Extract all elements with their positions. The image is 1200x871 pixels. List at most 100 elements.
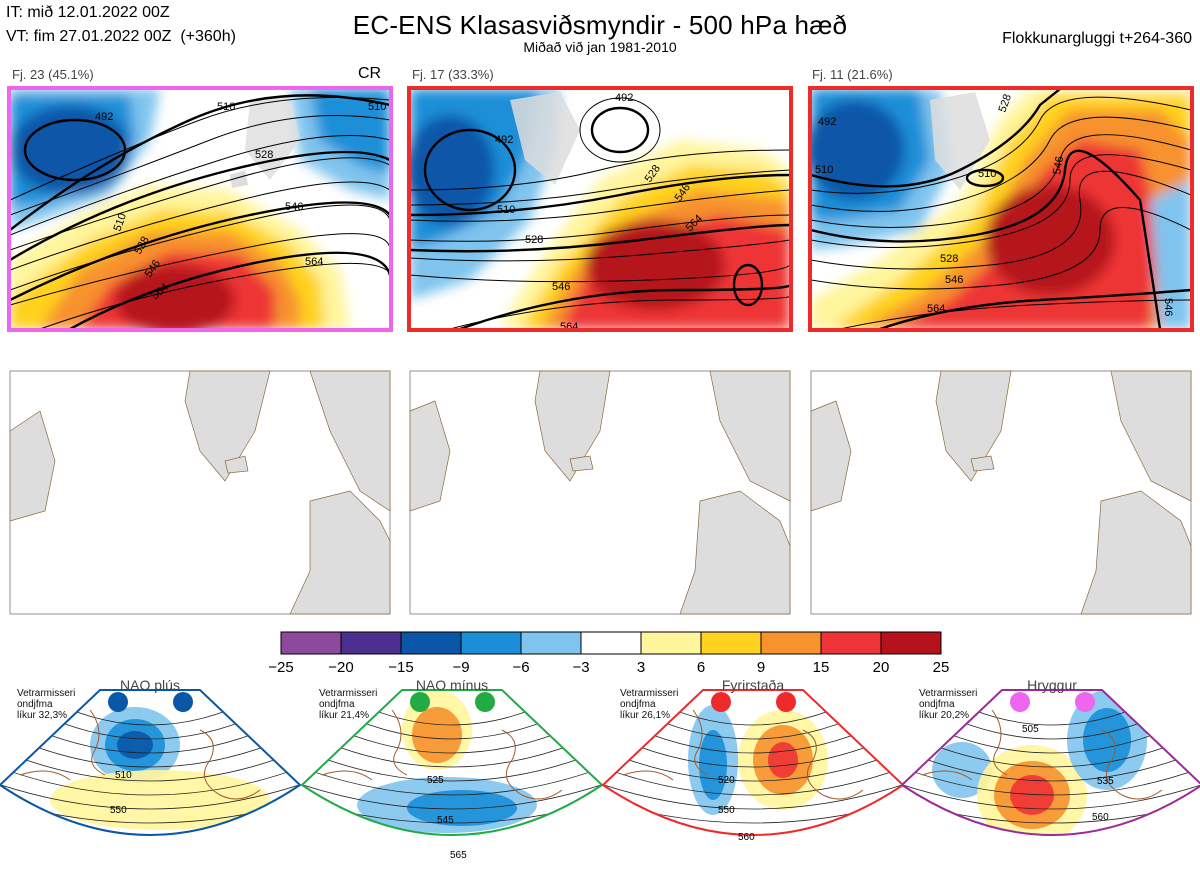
regime-marker [108,692,128,712]
cluster-3-border [808,86,1194,332]
regime-title: Hryggur [1027,677,1077,693]
regime-sector-2: 525 545 565 [300,689,604,861]
contour-label: 546 [1051,155,1066,175]
regime-marker [1075,692,1095,712]
colorbar-segment [700,631,762,655]
regime-title: NAO mínus [415,677,489,693]
colorbar-tick-label: 9 [757,659,765,676]
contour-label: 510 [815,164,833,176]
contour-label: 564 [927,303,945,315]
regime-info-line: Vetrarmisseri [919,688,978,699]
contour-label: 510 [368,101,386,113]
colorbar-tick-label: −6 [512,659,529,676]
contour-label: 492 [95,111,113,123]
regime-sectors: 510 550 525 545 565 520 550 560 505 535 560 [0,689,1200,861]
contour-label: 528 [255,149,273,161]
regime-info-line: ondjfma [17,699,53,710]
regime-contour-label: 545 [437,815,454,826]
regime-info: Vetrarmisseri ondjfma líkur 20,2% [919,688,977,721]
cluster-1-border [7,86,393,332]
regime-info-line: líkur 20,2% [919,710,970,721]
colorbar-segment [580,631,642,655]
regime-marker [173,692,193,712]
colorbar-segment [280,631,342,655]
regime-contour-label: 520 [718,775,735,786]
regime-info-line: ondjfma [620,699,656,710]
colorbar-tick-label: 3 [637,659,645,676]
colorbar-segment [820,631,882,655]
contour-label: 528 [997,93,1015,114]
regime-sector-4: 505 535 560 [900,689,1200,836]
colorbar-tick-label: −15 [388,659,413,676]
cluster-3-map: 492 510 528 510 546 528 546 564 546 [811,89,1191,329]
colorbar-segment [640,631,702,655]
regime-info-line: ondjfma [319,699,355,710]
contour-label: 492 [818,116,836,128]
contour-label: 492 [495,134,513,146]
regime-info-line: líkur 26,1% [620,710,671,721]
regime-info: Vetrarmisseri ondjfma líkur 21,4% [319,688,377,721]
regime-title: Fyrirstaða [721,677,785,693]
regime-marker [711,692,731,712]
cluster-1-tag: CR [358,65,382,82]
regime-info-line: líkur 21,4% [319,710,370,721]
contour-label: 528 [940,253,958,265]
regime-contour-label: 550 [718,805,735,816]
regime-info-line: ondjfma [919,699,955,710]
empty-map-1 [9,370,391,615]
contour-label: 564 [560,321,578,333]
regime-info-line: Vetrarmisseri [620,688,679,699]
colorbar-tick-label: 25 [933,659,950,676]
colorbar-tick-label: −3 [572,659,589,676]
chart-subtitle: Miðað við jan 1981-2010 [523,39,677,55]
contour-label: 510 [497,204,515,216]
cluster-2-map: 492 492 510 528 546 564 528 546 564 [410,89,790,333]
regime-marker [475,692,495,712]
regime-contour-label: 560 [738,832,755,843]
regime-contour-label: 565 [450,850,467,861]
colorbar-tick-label: −25 [268,659,293,676]
regime-info-line: Vetrarmisseri [319,688,378,699]
contour-label: 546 [1162,298,1174,316]
empty-map-3 [810,370,1192,615]
regime-marker [1010,692,1030,712]
colorbar-tick-label: 20 [873,659,890,676]
colorbar-segment [400,631,462,655]
regime-info-line: Vetrarmisseri [17,688,76,699]
regime-contour-label: 550 [110,805,127,816]
regime-info: Vetrarmisseri ondjfma líkur 32,3% [17,688,75,721]
contour-label: 510 [112,212,130,233]
colorbar-tick-label: 15 [813,659,830,676]
contour-label: 546 [285,201,303,213]
cluster-1-map: 492 510 510 528 546 564 510 528 546 564 [10,89,390,329]
colorbar-segment [340,631,402,655]
regime-contour-label: 525 [427,775,444,786]
regime-sector-3: 520 550 560 [601,689,905,843]
contour-label: 510 [978,168,996,180]
valid-time: VT: fim 27.01.2022 00Z (+360h) [6,28,236,45]
regime-contour-label: 510 [115,770,132,781]
colorbar-segment [760,631,822,655]
regime-marker [410,692,430,712]
contour-label: 564 [305,256,323,268]
regime-title: NAO plús [120,677,180,693]
cluster-1-label: Fj. 23 (45.1%) [12,67,94,82]
regime-contour-label: 560 [1092,812,1109,823]
colorbar-segment [460,631,522,655]
colorbar-tick-label: −9 [452,659,469,676]
colorbar-segment [880,631,942,655]
chart-title: EC-ENS Klasasviðsmyndir - 500 hPa hæð [352,10,848,40]
colorbar-tick-label: 6 [697,659,705,676]
contour-label: 492 [615,92,633,104]
colorbar: −25 −20 −15 −9 −6 −3 3 6 9 15 20 25 [268,631,950,676]
regime-contour-label: 535 [1097,776,1114,787]
colorbar-segment [520,631,582,655]
contour-label: 546 [552,281,570,293]
regime-contour-label: 505 [1022,724,1039,735]
cluster-2-border [407,86,793,332]
regime-marker [776,692,796,712]
contour-label: 546 [945,274,963,286]
classification-window: Flokkunargluggi t+264-360 [1002,30,1192,47]
contour-label: 528 [525,234,543,246]
initial-time: IT: mið 12.01.2022 00Z [6,4,170,21]
